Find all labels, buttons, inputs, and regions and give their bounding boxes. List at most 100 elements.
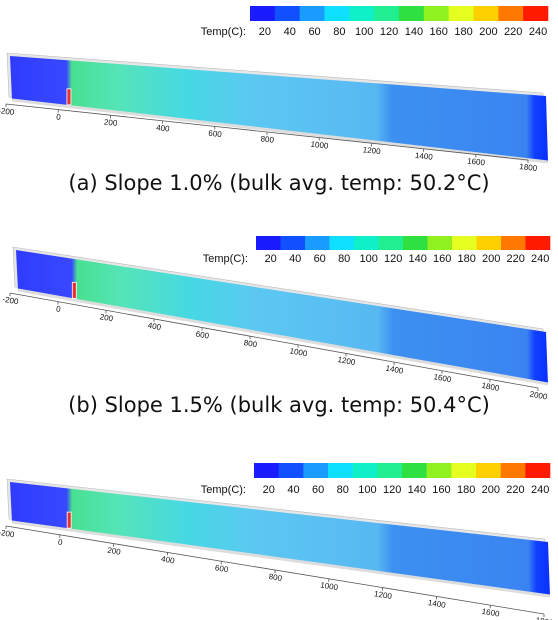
axis-tick-label: 200 bbox=[107, 546, 122, 557]
legend-tick: 40 bbox=[289, 253, 301, 265]
colorbar-cell bbox=[402, 463, 427, 478]
axis-tick-label: 1600 bbox=[433, 372, 453, 384]
caption: (b) Slope 1.5% (bulk avg. temp: 50.4°C) bbox=[68, 393, 490, 417]
legend-label: Temp(C): bbox=[201, 26, 246, 38]
colorbar-cell bbox=[256, 236, 281, 250]
legend-tick: 120 bbox=[383, 484, 401, 496]
axis-tick-label: -200 bbox=[2, 295, 20, 307]
legend-tick: 180 bbox=[454, 26, 472, 38]
axis-tick-label: -200 bbox=[0, 528, 16, 540]
panel: Temp(C): 20 40 60 80 100 120 140 160 180 200 220 240… bbox=[0, 463, 554, 620]
heater bbox=[66, 88, 72, 106]
axis-tick-label: 1000 bbox=[289, 346, 309, 358]
legend-tick: 200 bbox=[482, 484, 500, 496]
colorbar-cell bbox=[473, 6, 499, 21]
colorbar-cell bbox=[498, 6, 524, 21]
colorbar-cell bbox=[349, 6, 375, 21]
legend-label: Temp(C): bbox=[203, 253, 248, 265]
legend-tick: 120 bbox=[380, 26, 398, 38]
colorbar-cell bbox=[501, 236, 526, 250]
axis-tick-label: 200 bbox=[104, 118, 119, 128]
colorbar-cell bbox=[303, 463, 329, 478]
legend-tick: 20 bbox=[259, 26, 271, 38]
legend-tick: 240 bbox=[531, 484, 549, 496]
legend-tick: 80 bbox=[337, 484, 349, 496]
legend-tick: 220 bbox=[506, 484, 524, 496]
axis-tick-label: 800 bbox=[268, 572, 283, 583]
legend-tick: 40 bbox=[287, 484, 299, 496]
legend-tick: 240 bbox=[531, 253, 549, 265]
colorbar-cell bbox=[374, 6, 400, 21]
colorbar-cell bbox=[378, 236, 404, 250]
legend-tick: 180 bbox=[457, 484, 475, 496]
axis-tick-label: 400 bbox=[160, 554, 175, 565]
axis-tick-label: 1400 bbox=[427, 598, 447, 610]
axis-tick-label: 600 bbox=[208, 129, 223, 139]
pipe-edge bbox=[11, 98, 549, 164]
axis-tick-label: 0 bbox=[57, 538, 63, 548]
axis-tick-label: 2000 bbox=[529, 390, 549, 402]
axis-tick-label: 1600 bbox=[467, 156, 486, 167]
legend-tick: 20 bbox=[263, 484, 275, 496]
heater bbox=[71, 281, 77, 299]
legend-label: Temp(C): bbox=[201, 484, 246, 496]
caption: (a) Slope 1.0% (bulk avg. temp: 50.2°C) bbox=[68, 171, 489, 195]
axis-tick-label: 1400 bbox=[385, 364, 405, 376]
legend-tick: 220 bbox=[504, 26, 522, 38]
axis-tick-label: 1000 bbox=[320, 580, 340, 592]
colorbar-cell bbox=[328, 463, 353, 478]
legend-tick: 160 bbox=[432, 484, 450, 496]
legend-tick: 100 bbox=[358, 484, 376, 496]
legend-tick: 80 bbox=[333, 26, 345, 38]
axis-tick-label: 600 bbox=[195, 329, 210, 340]
colorbar-cell bbox=[278, 463, 304, 478]
colorbar-cell bbox=[423, 6, 449, 21]
colorbar-cell bbox=[274, 6, 300, 21]
legend-tick: 200 bbox=[482, 253, 500, 265]
colorbar-cell bbox=[448, 6, 474, 21]
axis-tick-label: 1800 bbox=[519, 162, 538, 173]
colorbar-cell bbox=[452, 236, 477, 250]
colorbar-cell bbox=[523, 6, 549, 21]
pipe-edge bbox=[11, 520, 551, 598]
colorbar-cell bbox=[324, 6, 350, 21]
colorbar-cell bbox=[299, 6, 325, 21]
legend-tick: 60 bbox=[314, 253, 326, 265]
legend-tick: 100 bbox=[360, 253, 378, 265]
axis-tick-label: 400 bbox=[156, 123, 171, 133]
colorbar-cell bbox=[451, 463, 477, 478]
axis-tick-label: 800 bbox=[243, 338, 258, 349]
axis-tick-label: 1200 bbox=[337, 355, 357, 367]
axis-tick-label: 0 bbox=[55, 304, 62, 314]
axis-tick-label: 1400 bbox=[415, 151, 434, 162]
colorbar-cell bbox=[427, 236, 453, 250]
legend-tick: 40 bbox=[284, 26, 296, 38]
legend-tick: 180 bbox=[458, 253, 476, 265]
axis-tick-label: 400 bbox=[147, 321, 162, 332]
colorbar-cell bbox=[500, 463, 526, 478]
legend-tick: 60 bbox=[308, 26, 320, 38]
colorbar-cell bbox=[352, 463, 378, 478]
colorbar-cell bbox=[254, 463, 279, 478]
colorbar-cell bbox=[280, 236, 306, 250]
legend-tick: 240 bbox=[529, 26, 547, 38]
axis-tick-label: 0 bbox=[56, 112, 62, 121]
colorbar-cell bbox=[329, 236, 355, 250]
colorbar-cell bbox=[426, 463, 452, 478]
colorbar-cell bbox=[403, 236, 428, 250]
colorbar-cell bbox=[399, 6, 425, 21]
axis-tick-label: 200 bbox=[99, 312, 114, 323]
axis-tick-label: -200 bbox=[0, 106, 15, 117]
legend-tick: 80 bbox=[338, 253, 350, 265]
axis-tick-label: 1200 bbox=[362, 145, 381, 156]
panel: Temp(C): 20 40 60 80 100 120 140 160 180 200 220 240… bbox=[0, 6, 549, 195]
legend-tick: 60 bbox=[312, 484, 324, 496]
pipe-contour bbox=[16, 250, 548, 384]
axis-tick-label: 1800 bbox=[481, 381, 501, 393]
legend-tick: 140 bbox=[408, 484, 426, 496]
panel: Temp(C): 20 40 60 80 100 120 140 160 180 200 220 240… bbox=[2, 236, 551, 417]
pipe-contour bbox=[10, 56, 548, 162]
axis-tick-label: 1200 bbox=[373, 589, 393, 601]
colorbar-cell bbox=[354, 236, 379, 250]
